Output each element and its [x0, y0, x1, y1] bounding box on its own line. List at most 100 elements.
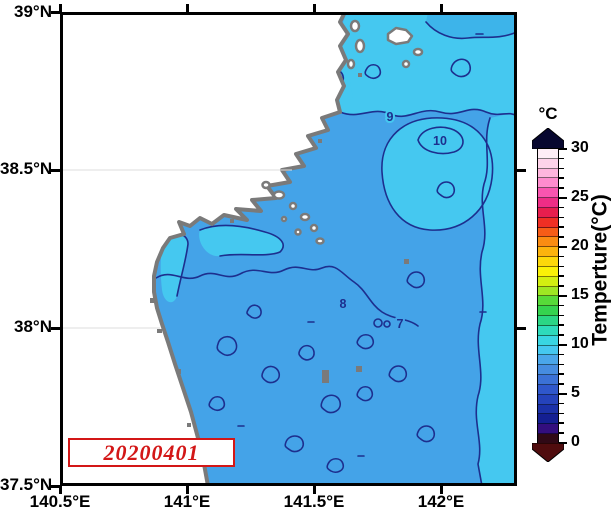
y-axis-label-38N: 38°N — [14, 317, 52, 336]
colorbar-tick — [559, 344, 567, 347]
colorbar-tick — [559, 334, 564, 336]
colorbar-tick — [559, 246, 567, 249]
x-tick-top — [58, 4, 62, 13]
colorbar-tick — [559, 197, 567, 200]
colorbar-cell — [538, 414, 558, 425]
colorbar-tick — [559, 422, 564, 424]
colorbar-tick — [559, 353, 564, 356]
x-tick-bottom — [185, 485, 189, 494]
x-tick-bottom — [439, 485, 443, 494]
x-axis-label-141E: 141°E — [163, 492, 211, 511]
y-tick-right — [516, 168, 526, 172]
colorbar-cell — [538, 434, 558, 443]
colorbar-tick — [559, 236, 564, 238]
x-axis-label-141-5E: 141.5°E — [283, 492, 345, 511]
colorbar-tick — [559, 265, 564, 268]
map-plot: 9 10 8 7 — [60, 12, 517, 486]
contour-label-7: 7 — [397, 317, 404, 331]
contour-label-9: 9 — [387, 110, 394, 124]
sea-cool-patch — [426, 12, 517, 39]
x-tick-top — [312, 4, 316, 13]
colorbar-tick — [559, 412, 564, 415]
colorbar-cell — [538, 207, 558, 218]
colorbar-bottom-arrow — [532, 443, 564, 462]
colorbar-tick — [559, 383, 564, 385]
colorbar-tick-label: 15 — [571, 286, 589, 303]
colorbar-cell — [538, 217, 558, 228]
colorbar-cell — [538, 247, 558, 258]
colorbar-cell — [538, 375, 558, 385]
colorbar-tick — [559, 314, 564, 317]
colorbar-tick — [559, 402, 564, 405]
colorbar-tick — [559, 304, 564, 307]
colorbar-cell — [538, 168, 558, 179]
date-stamp: 20200401 — [68, 438, 235, 467]
colorbar-cell — [538, 345, 558, 356]
colorbar-tick — [559, 442, 567, 445]
colorbar-tick-label: 30 — [571, 139, 589, 156]
colorbar-tick-label: 5 — [571, 384, 580, 401]
colorbar-tick — [559, 295, 567, 298]
colorbar-tick — [559, 216, 564, 219]
colorbar-cell — [538, 394, 558, 405]
colorbar-tick — [559, 255, 564, 258]
colorbar-tick — [559, 157, 564, 160]
colorbar-cell — [538, 237, 558, 248]
y-axis-label-37-5N: 37.5°N — [0, 475, 53, 494]
colorbar-cell — [538, 257, 558, 267]
colorbar-cell — [538, 198, 558, 208]
y-axis-label-38-5N: 38.5°N — [0, 159, 53, 178]
colorbar-axis-title: Temperture(°C) — [588, 194, 612, 346]
colorbar-cell — [538, 325, 558, 336]
colorbar-cell — [538, 188, 558, 199]
x-axis-label-140-5E: 140.5°E — [29, 492, 91, 511]
colorbar-cell — [538, 276, 558, 287]
colorbar-cell — [538, 316, 558, 326]
y-axis-label-39N: 39°N — [14, 2, 52, 21]
colorbar-cell — [538, 286, 558, 297]
colorbar-cell — [538, 296, 558, 307]
colorbar-tick — [559, 177, 564, 179]
y-tick-right — [516, 326, 526, 330]
x-axis-label-142E: 142°E — [417, 492, 465, 511]
island-shapes — [261, 19, 424, 245]
colorbar-cell — [538, 384, 558, 395]
colorbar-cell — [538, 266, 558, 277]
colorbar-ticks — [559, 148, 569, 445]
contour-label-8: 8 — [340, 297, 347, 311]
colorbar-cell — [538, 335, 558, 346]
land-mass — [60, 12, 350, 486]
gray-patches — [150, 73, 409, 427]
contour-label-10: 10 — [433, 134, 447, 148]
x-tick-bottom — [312, 485, 316, 494]
y-tick-left — [51, 10, 61, 14]
colorbar-cell — [538, 306, 558, 317]
colorbar-cell — [538, 149, 558, 159]
colorbar-tick — [559, 432, 564, 434]
colorbar-top-arrow — [532, 128, 564, 149]
colorbar-tick-labels: 30 25 20 15 10 5 0 — [571, 139, 601, 450]
colorbar-tick — [559, 226, 564, 228]
colorbar-cell — [538, 158, 558, 169]
colorbar-tick — [559, 148, 567, 151]
x-tick-bottom — [58, 485, 62, 494]
colorbar-cell — [538, 365, 558, 376]
coastline — [60, 12, 350, 486]
colorbar-tick — [559, 285, 564, 287]
gridline-faint — [60, 169, 292, 329]
x-tick-top — [439, 4, 443, 13]
colorbar-tick — [559, 373, 564, 375]
colorbar-unit-label: °C — [538, 104, 558, 123]
colorbar-cells — [537, 148, 559, 444]
colorbar-tick-label: 20 — [571, 237, 589, 254]
colorbar-cell — [538, 227, 558, 238]
colorbar-tick-label: 0 — [571, 433, 580, 450]
y-tick-left — [51, 484, 61, 488]
map-frame — [60, 12, 517, 486]
y-tick-left — [51, 326, 61, 330]
colorbar-tick — [559, 324, 564, 326]
colorbar-cell — [538, 404, 558, 415]
colorbar-tick-label: 25 — [571, 188, 589, 205]
x-tick-top — [185, 4, 189, 13]
